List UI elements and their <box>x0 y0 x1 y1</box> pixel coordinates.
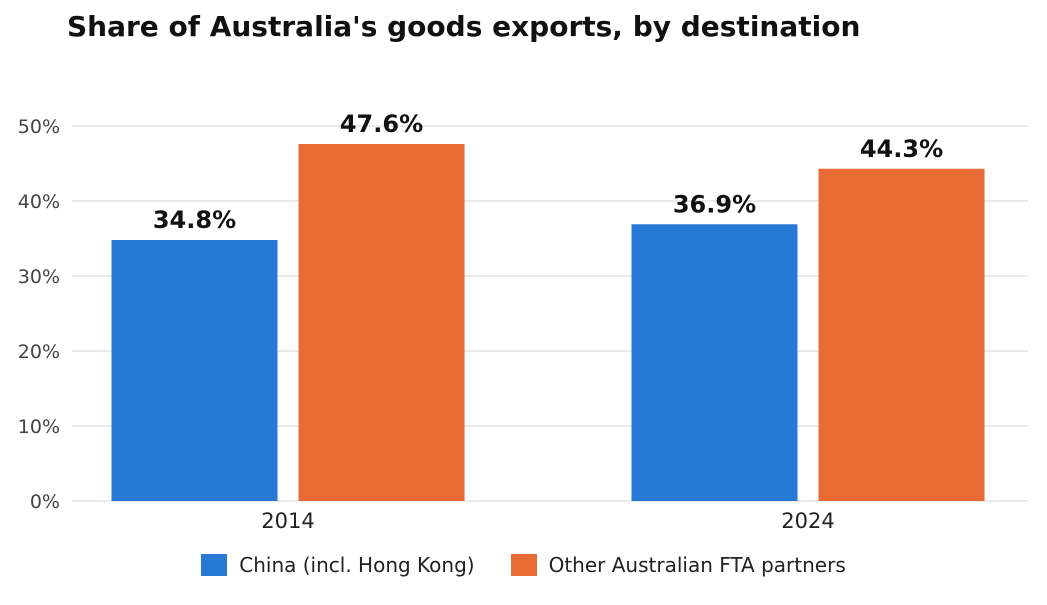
data-label-2014-series-0: 34.8% <box>153 206 236 234</box>
legend-swatch-fta-partners <box>510 554 537 576</box>
x-tick-label-2014: 2014 <box>261 509 314 533</box>
data-label-2024-series-1: 44.3% <box>860 135 943 163</box>
y-tick-label-20: 20% <box>18 341 60 363</box>
legend-item-fta-partners: Other Australian FTA partners <box>510 553 846 577</box>
y-tick-label-10: 10% <box>18 416 60 438</box>
data-label-2014-series-1: 47.6% <box>340 110 423 138</box>
data-label-2024-series-0: 36.9% <box>673 190 756 218</box>
legend-swatch-china <box>201 554 228 576</box>
legend-label-china: China (incl. Hong Kong) <box>239 553 475 577</box>
y-tick-label-30: 30% <box>18 266 60 288</box>
bar-2014-series-0 <box>111 240 278 501</box>
bar-2014-series-1 <box>298 144 465 501</box>
x-tick-label-2024: 2024 <box>781 509 834 533</box>
y-tick-label-0: 0% <box>30 491 60 513</box>
bar-2024-series-0 <box>631 224 798 501</box>
legend-item-china: China (incl. Hong Kong) <box>201 553 475 577</box>
y-tick-label-40: 40% <box>18 191 60 213</box>
chart-title: Share of Australia's goods exports, by d… <box>67 10 861 43</box>
bar-2024-series-1 <box>818 168 985 501</box>
legend-label-fta-partners: Other Australian FTA partners <box>548 553 846 577</box>
y-tick-label-50: 50% <box>18 116 60 138</box>
chart-legend: China (incl. Hong Kong) Other Australian… <box>0 548 1047 582</box>
